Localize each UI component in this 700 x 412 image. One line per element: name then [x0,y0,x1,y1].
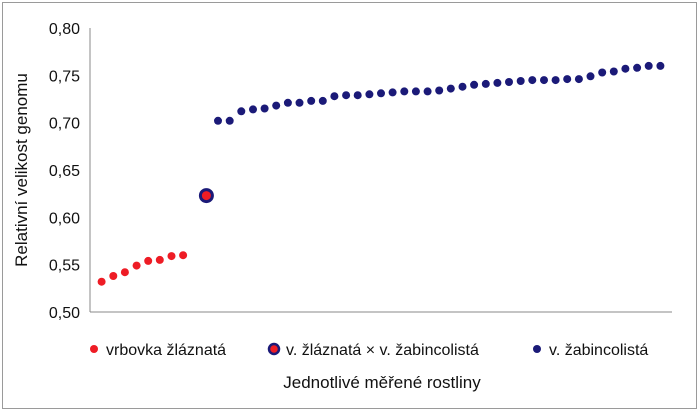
data-point [435,86,444,95]
data-point [237,107,246,116]
data-point [388,88,397,97]
data-point [586,72,595,81]
data-point [295,98,304,107]
data-point [283,98,292,107]
data-point [644,61,653,70]
data-point [342,91,351,100]
data-point [540,76,548,85]
y-tick-label: 0,60 [49,210,80,227]
data-point [656,61,665,70]
data-point [598,68,607,77]
legend: vrbovka žláznatá v. žláznatá × v. žabinco… [90,342,648,359]
data-point [132,261,141,270]
data-point [574,75,583,84]
axes [89,28,672,313]
y-tick-labels: 0,50 0,55 0,60 0,65 0,70 0,75 0,80 [49,21,80,322]
data-point [493,78,502,87]
data-point [249,105,257,114]
data-point [214,116,222,125]
data-point [609,67,618,76]
data-point [198,188,214,204]
legend-item: vrbovka žláznatá [90,342,226,359]
legend-label: v. žláznatá × v. žabincolistá [286,342,479,359]
data-point [167,252,176,261]
data-point [179,251,188,260]
data-point [400,87,409,96]
data-point [307,96,316,105]
x-axis-title: Jednotlivé měřené rostliny [283,373,481,392]
data-point [377,89,385,98]
y-tick-label: 0,70 [49,116,80,133]
legend-label: v. žabincolistá [549,342,648,359]
data-points [97,61,665,286]
y-axis-title: Relativní velikost genomu [12,73,31,267]
data-point [458,82,467,91]
y-tick-label: 0,50 [49,305,80,322]
y-tick-label: 0,75 [49,68,80,85]
data-point [446,84,455,93]
legend-item: v. žláznatá × v. žabincolistá [267,342,479,359]
data-point [155,255,164,264]
legend-label: vrbovka žláznatá [106,342,226,359]
data-point [505,78,513,86]
data-point [353,91,362,100]
data-point [330,92,339,101]
data-point [411,87,420,96]
data-point [272,101,281,110]
data-point [551,76,560,85]
data-point [318,96,327,105]
data-point [260,104,269,113]
data-point [97,277,106,286]
y-tick-label: 0,55 [49,258,80,275]
legend-marker [267,342,281,356]
data-point [528,76,537,85]
data-point [633,63,642,72]
data-point [621,64,630,73]
data-point [563,75,572,84]
y-tick-label: 0,80 [49,21,80,38]
data-point [481,79,490,88]
legend-marker [533,345,541,353]
data-point [423,87,432,96]
data-point [365,90,374,99]
data-point [120,268,129,277]
data-point [109,272,118,280]
data-point [470,80,479,89]
legend-item: v. žabincolistá [533,342,648,359]
data-point [516,77,525,85]
data-point [225,116,234,125]
data-point [144,256,153,265]
y-tick-label: 0,65 [49,163,80,180]
legend-marker [90,345,98,353]
